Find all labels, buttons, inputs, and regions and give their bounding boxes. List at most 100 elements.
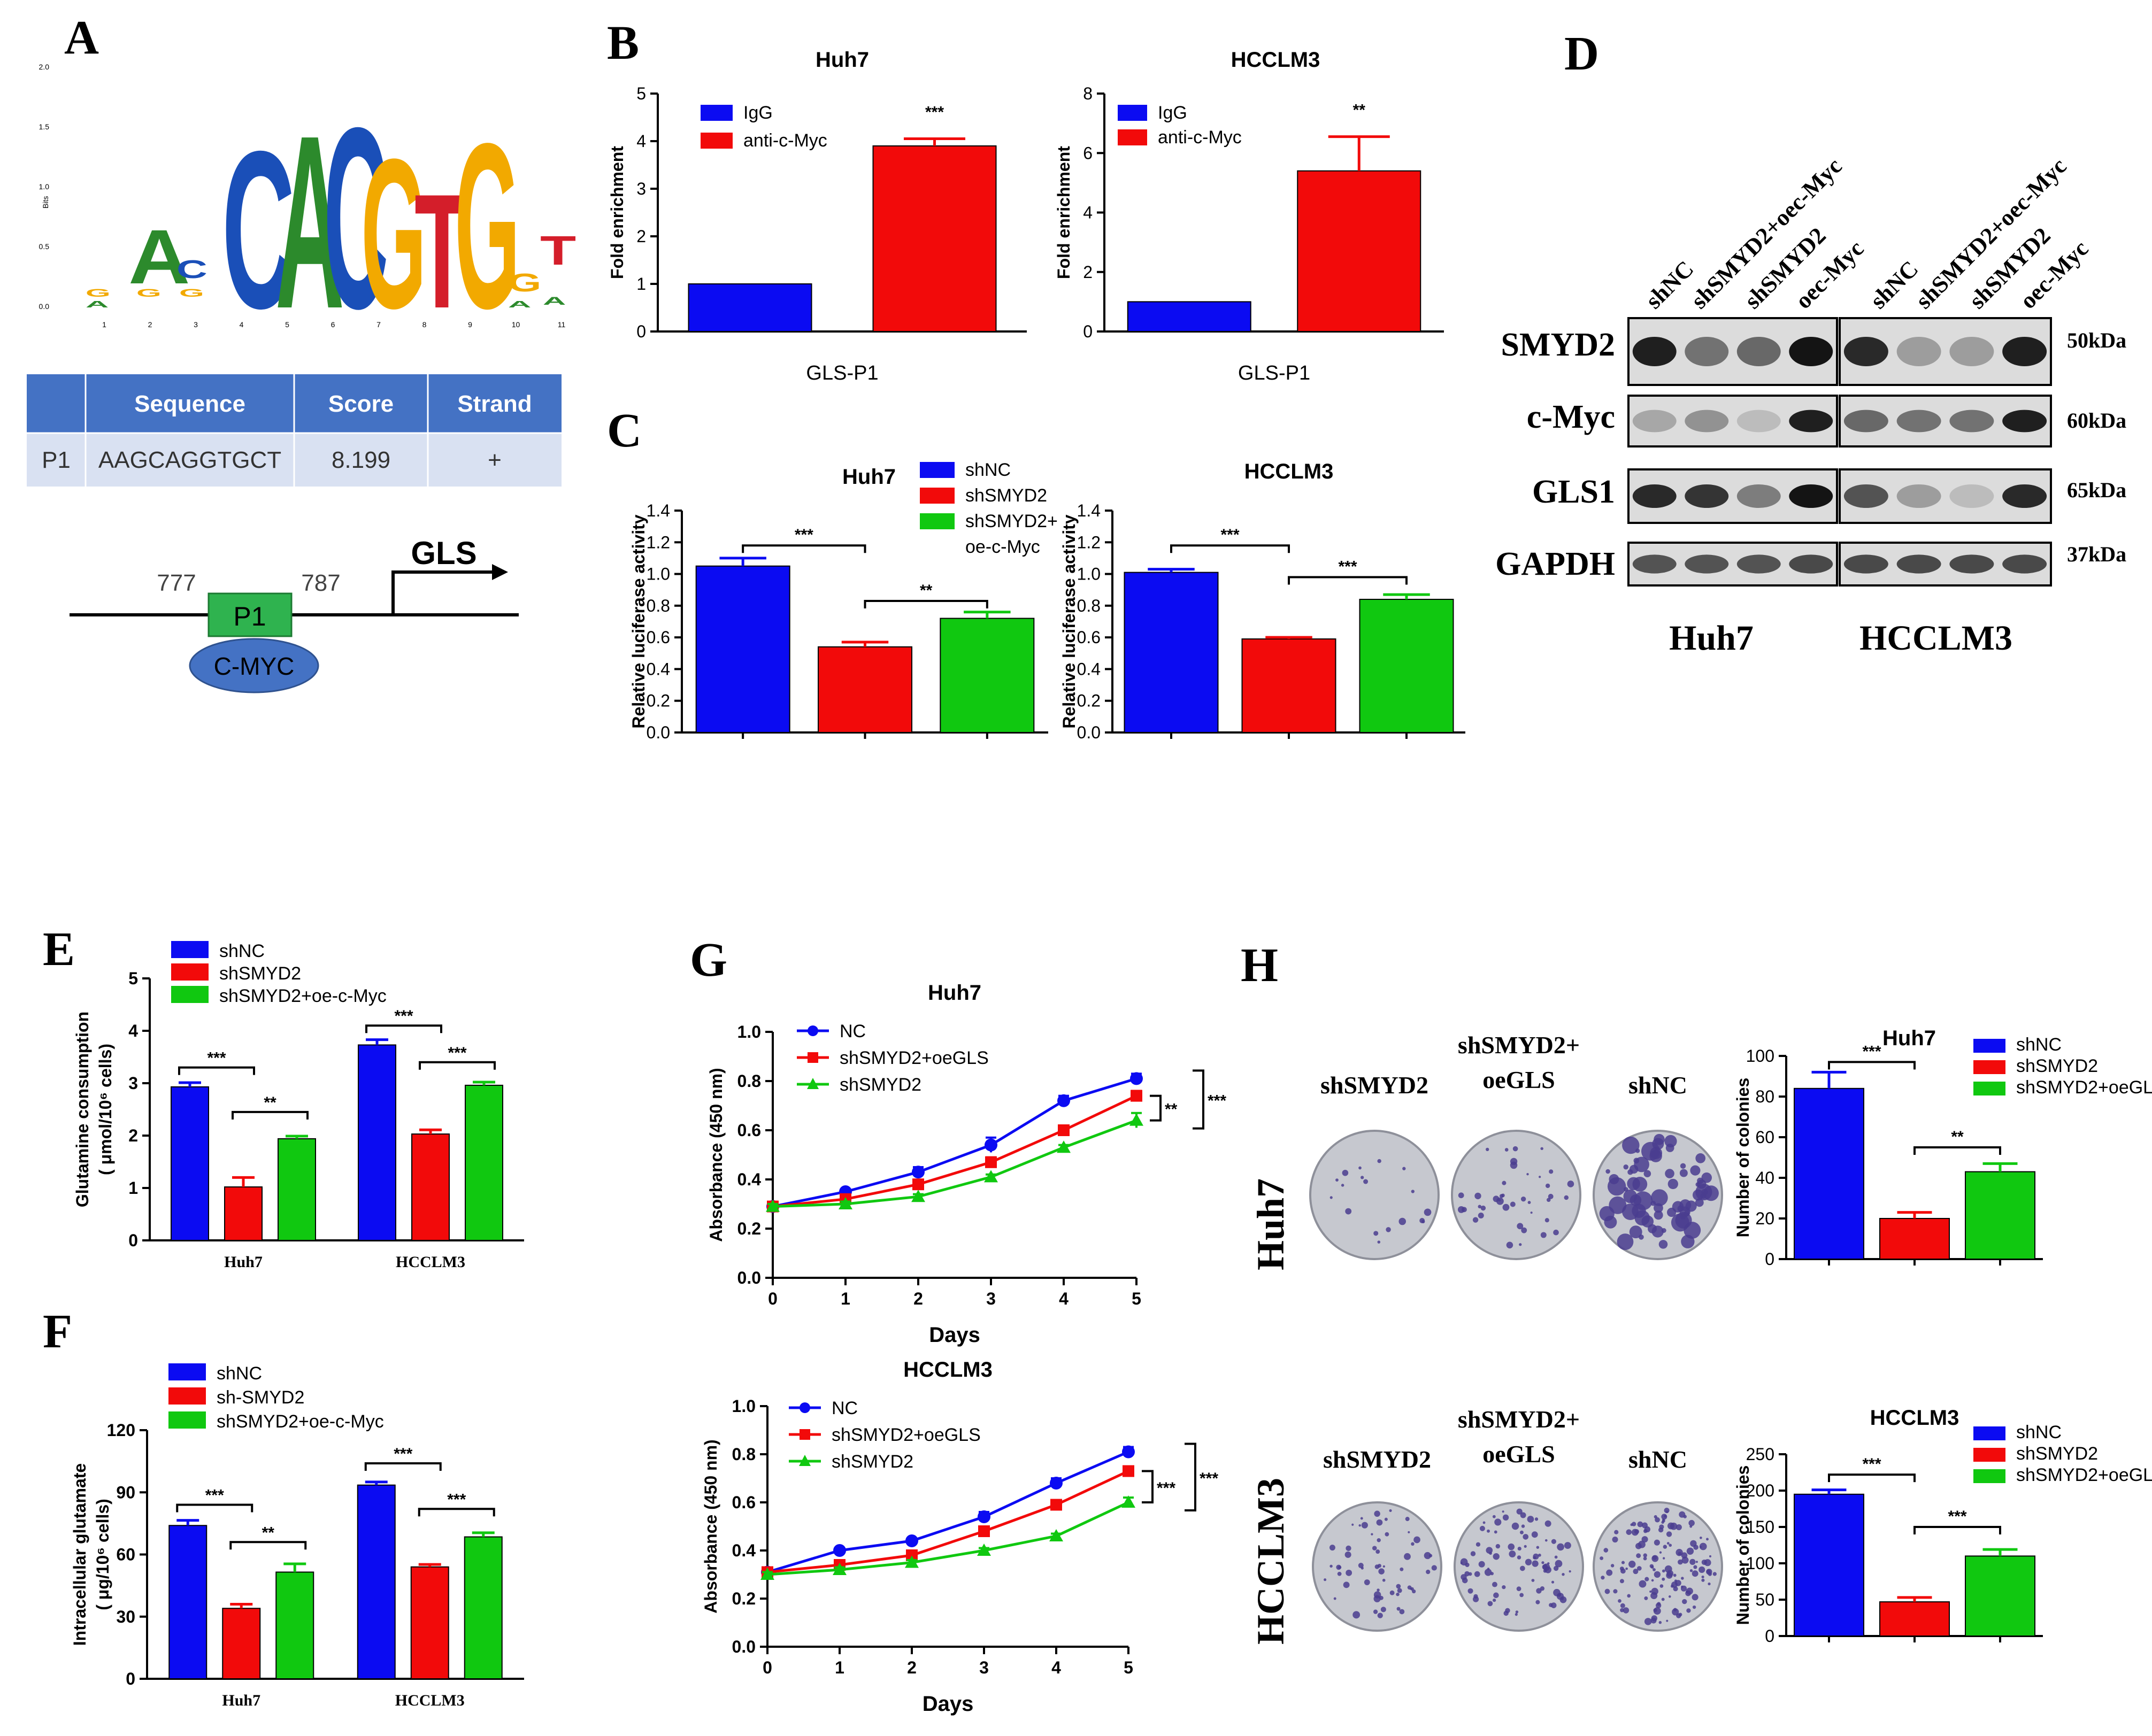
data-point bbox=[1130, 1072, 1143, 1085]
legend-marker bbox=[800, 1402, 810, 1413]
y-tick-label: 2 bbox=[636, 227, 646, 246]
y-tick-label: 2 bbox=[1083, 263, 1093, 282]
blot-band bbox=[1736, 410, 1781, 433]
significance-mark: ** bbox=[1951, 1128, 1964, 1146]
protein-label: c-Myc bbox=[1527, 399, 1615, 435]
y-tick-label: 0.0 bbox=[1077, 723, 1101, 742]
legend-label: shSMYD2+oe-c-Myc bbox=[219, 986, 387, 1006]
logo-xtick: 10 bbox=[512, 320, 520, 329]
y-tick-label: 4 bbox=[128, 1021, 138, 1040]
bar bbox=[358, 1044, 396, 1241]
significance-mark: ** bbox=[1165, 1101, 1178, 1118]
colony bbox=[1695, 1561, 1698, 1563]
series-line bbox=[772, 1077, 1137, 1208]
legend-label: shNC bbox=[965, 460, 1011, 480]
y-tick-label: 0.0 bbox=[647, 723, 670, 742]
colony bbox=[1700, 1536, 1702, 1539]
size-label: 37kDa bbox=[2067, 542, 2126, 566]
colony bbox=[1679, 1199, 1692, 1212]
colony bbox=[1516, 1508, 1523, 1515]
colony bbox=[1374, 1510, 1380, 1517]
data-point bbox=[1123, 1465, 1134, 1477]
bar bbox=[410, 1566, 449, 1679]
blot-band bbox=[1896, 410, 1941, 433]
colony bbox=[1644, 1618, 1652, 1625]
legend-swatch bbox=[168, 1387, 206, 1405]
blot-band bbox=[1685, 410, 1729, 433]
colony bbox=[1486, 1147, 1489, 1152]
colony bbox=[1527, 1516, 1534, 1523]
data-point bbox=[985, 1156, 997, 1168]
colony bbox=[1535, 1600, 1540, 1604]
colony bbox=[1508, 1543, 1515, 1550]
y-tick-label: 0.6 bbox=[647, 628, 670, 647]
y-tick-label: 1.4 bbox=[1077, 501, 1101, 520]
colony bbox=[1474, 1192, 1481, 1200]
table-cell-id: P1 bbox=[42, 447, 71, 473]
y-tick-label: 0 bbox=[1765, 1626, 1774, 1646]
blot-band bbox=[1685, 484, 1729, 508]
colony bbox=[1680, 1585, 1687, 1592]
colony bbox=[1622, 1136, 1640, 1154]
colony bbox=[1636, 1553, 1641, 1558]
bar bbox=[465, 1084, 503, 1241]
legend-label: IgG bbox=[1158, 103, 1187, 123]
colony bbox=[1337, 1571, 1342, 1576]
data-point bbox=[833, 1544, 846, 1557]
legend-label: oe-c-Myc bbox=[965, 537, 1040, 557]
x-tick-label: 0 bbox=[768, 1289, 778, 1308]
colony bbox=[1665, 1510, 1669, 1514]
significance-bracket bbox=[176, 1503, 253, 1513]
colony bbox=[1502, 1510, 1504, 1513]
data-point bbox=[912, 1178, 924, 1191]
colony bbox=[1678, 1559, 1683, 1565]
logo-ytick: 0.0 bbox=[39, 302, 50, 311]
y-tick-label: 0.2 bbox=[737, 1219, 761, 1238]
colony bbox=[1600, 1556, 1604, 1560]
colony bbox=[1412, 1589, 1416, 1594]
blot-band bbox=[1789, 484, 1833, 508]
colony bbox=[1361, 1522, 1368, 1529]
y-tick-label: 0.4 bbox=[732, 1541, 756, 1560]
legend-marker bbox=[807, 1078, 819, 1089]
colony bbox=[1493, 1592, 1499, 1599]
colony bbox=[1681, 1552, 1688, 1558]
legend-swatch bbox=[168, 1411, 206, 1429]
colony bbox=[1551, 1539, 1556, 1544]
bar bbox=[1794, 1087, 1864, 1260]
petri-dish bbox=[1454, 1501, 1584, 1632]
legend-label: shSMYD2 bbox=[219, 963, 301, 984]
legend-label: NC bbox=[840, 1021, 866, 1041]
y-tick-label: 20 bbox=[1755, 1209, 1774, 1228]
y-tick-label: 0.2 bbox=[647, 691, 670, 711]
colony bbox=[1699, 1542, 1707, 1550]
colony bbox=[1688, 1519, 1695, 1526]
colony bbox=[1678, 1552, 1682, 1556]
data-point bbox=[1058, 1124, 1070, 1136]
y-axis-label: Relative luciferase activity bbox=[629, 514, 648, 728]
significance-bracket bbox=[1185, 1442, 1196, 1511]
colony bbox=[1667, 1207, 1677, 1217]
colony bbox=[1692, 1594, 1698, 1601]
colony bbox=[1609, 1196, 1627, 1214]
y-tick-label: 0.4 bbox=[737, 1170, 762, 1189]
significance-mark: ** bbox=[262, 1524, 275, 1541]
bar bbox=[222, 1608, 261, 1679]
y-tick-label: 1.0 bbox=[647, 565, 670, 584]
blot-band bbox=[1685, 554, 1729, 574]
colony bbox=[1690, 1165, 1701, 1176]
bar bbox=[1965, 1555, 2035, 1637]
binding-site-label: P1 bbox=[233, 601, 266, 631]
y-tick-label: 40 bbox=[1755, 1168, 1774, 1187]
colony bbox=[1410, 1587, 1412, 1590]
y-tick-label: 50 bbox=[1755, 1590, 1774, 1609]
colony bbox=[1704, 1559, 1711, 1567]
petri-dish bbox=[1593, 1501, 1723, 1632]
colony bbox=[1472, 1217, 1479, 1223]
colony bbox=[1378, 1568, 1385, 1575]
colony bbox=[1536, 1588, 1542, 1594]
colony bbox=[1515, 1613, 1518, 1616]
colony bbox=[1636, 1566, 1642, 1571]
y-tick-label: 0 bbox=[636, 322, 646, 341]
